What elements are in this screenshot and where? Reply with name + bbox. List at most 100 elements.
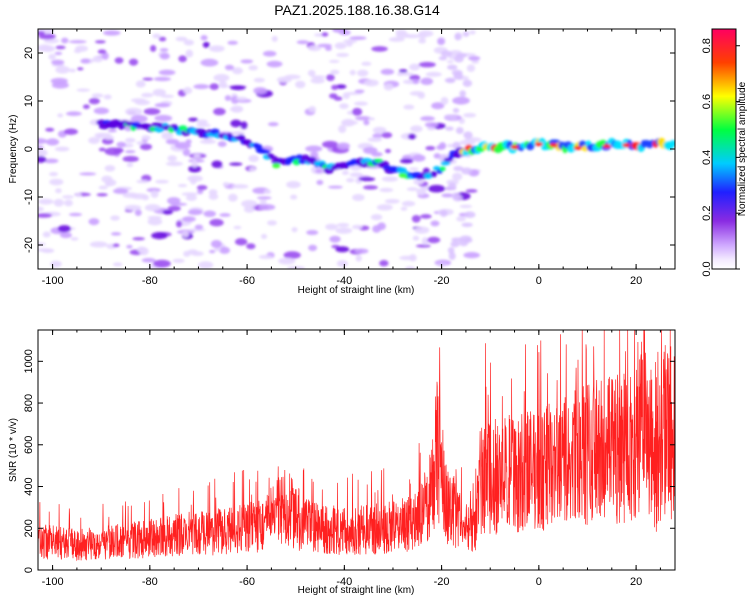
spectrogram-blob xyxy=(144,204,161,212)
spectrogram-blob xyxy=(444,114,454,119)
spectrogram-blob xyxy=(175,220,183,228)
spectrogram-blob xyxy=(79,172,97,176)
spectrogram-blob xyxy=(321,32,329,37)
spectrogram-blob xyxy=(381,132,393,139)
spectrogram-blob xyxy=(354,89,365,94)
spectrogram-blob xyxy=(278,257,296,265)
spectrogram-blob xyxy=(452,108,460,114)
spectrogram-blob xyxy=(38,138,48,145)
spectrogram-blob xyxy=(38,248,54,252)
snr-ytick-label: 0 xyxy=(23,567,35,573)
spectrogram-blob xyxy=(445,126,454,131)
spectrogram-blob xyxy=(328,59,340,63)
spectrogram-blob xyxy=(150,45,157,52)
spectrogram-blob xyxy=(114,57,124,64)
spectrogram-blob xyxy=(151,232,168,240)
spectrogram-blob xyxy=(167,205,181,212)
spectrogram-blob xyxy=(174,141,191,150)
spectrogram-blob xyxy=(415,244,431,248)
spectrogram-blob xyxy=(420,214,432,219)
spectrogram-ytick-label: 20 xyxy=(23,47,35,59)
spectrogram-blob xyxy=(373,158,383,163)
spectrogram-blob xyxy=(161,94,174,98)
spectrogram-blob xyxy=(399,158,414,164)
spectrogram-blob xyxy=(331,84,339,91)
spectrogram-blob xyxy=(403,104,415,110)
spectrogram-blob xyxy=(339,103,349,109)
spectrogram-blob xyxy=(159,53,170,60)
spectrogram-blob xyxy=(38,149,48,157)
spectrogram-blob xyxy=(96,193,108,197)
spectrogram-blob xyxy=(354,248,369,254)
spectrogram-blob xyxy=(573,146,582,151)
spectrogram-blob xyxy=(55,188,62,194)
spectrogram-blob xyxy=(92,55,103,63)
spectrogram-blob xyxy=(349,69,356,76)
spectrogram-blob xyxy=(420,116,435,122)
spectrogram-blob xyxy=(351,224,363,230)
snr-xtick-label: -80 xyxy=(142,576,158,588)
spectrogram-blob xyxy=(203,210,217,218)
spectrogram-blob xyxy=(136,246,147,253)
spectrogram-blob xyxy=(430,220,440,227)
spectrogram-blob xyxy=(336,260,349,267)
spectrogram-blob xyxy=(256,196,272,200)
spectrogram-blob xyxy=(200,58,219,67)
spectrogram-blob xyxy=(229,162,243,166)
spectrogram-blob xyxy=(209,83,219,90)
spectrogram-blob xyxy=(454,33,462,41)
spectrogram-blob xyxy=(107,129,117,133)
spectrogram-blob xyxy=(98,185,108,190)
spectrogram-blob xyxy=(196,185,208,191)
spectrogram-blob xyxy=(291,227,298,233)
colorbar-tick-label: 0.2 xyxy=(701,206,713,221)
spectrogram-blob xyxy=(50,260,62,268)
spectrogram-blob xyxy=(452,194,463,202)
spectrogram-blob xyxy=(142,77,154,81)
spectrogram-blob xyxy=(383,83,394,91)
spectrogram-blob xyxy=(116,141,127,148)
spectrogram-blob xyxy=(187,175,203,182)
spectrogram-blob xyxy=(130,114,148,123)
spectrogram-blob xyxy=(193,84,210,90)
spectrogram-blob xyxy=(450,241,460,248)
spectrogram-blob xyxy=(93,107,110,115)
spectrogram-blob xyxy=(322,140,339,149)
snr-ytick-label: 200 xyxy=(23,519,35,537)
spectrogram-blob xyxy=(307,69,316,77)
spectrogram-blob xyxy=(57,113,64,118)
spectrogram-blob xyxy=(452,151,462,159)
spectrogram-blob xyxy=(69,68,76,73)
spectrogram-blob xyxy=(325,46,332,51)
spectrogram-blob xyxy=(196,119,208,125)
spectrogram-blob xyxy=(406,187,419,192)
spectrogram-blob xyxy=(459,204,473,209)
spectrogram-blob xyxy=(296,40,310,45)
snr-ytick-label: 400 xyxy=(23,477,35,495)
spectrogram-blob xyxy=(61,37,69,44)
spectrogram-blob xyxy=(418,61,436,68)
spectrogram-blob xyxy=(421,237,429,246)
spectrogram-blob xyxy=(372,133,383,139)
spectrogram-blob xyxy=(136,179,149,184)
colorbar-ticks: 0.0 0.2 0.4 0.6 0.8 xyxy=(701,38,740,277)
spectrogram-blob xyxy=(310,151,319,158)
spectrogram-blob xyxy=(363,79,379,87)
spectrogram-blob xyxy=(295,80,306,89)
spectrogram-blob xyxy=(371,46,388,52)
spectrogram-blob xyxy=(411,154,426,162)
spectrogram-blob xyxy=(222,182,230,187)
spectrogram-blob xyxy=(209,45,225,52)
spectrogram-blob xyxy=(193,153,201,158)
spectrogram-blob xyxy=(669,139,675,148)
spectrogram-blob xyxy=(153,76,172,82)
spectrogram-blob xyxy=(183,87,193,95)
spectrogram-blob xyxy=(411,214,421,223)
spectrogram-blob xyxy=(62,195,74,199)
spectrogram-blob xyxy=(262,50,277,57)
spectrogram-blob xyxy=(88,136,100,144)
spectrogram-blob xyxy=(172,258,185,263)
spectrogram-blob xyxy=(326,74,335,81)
